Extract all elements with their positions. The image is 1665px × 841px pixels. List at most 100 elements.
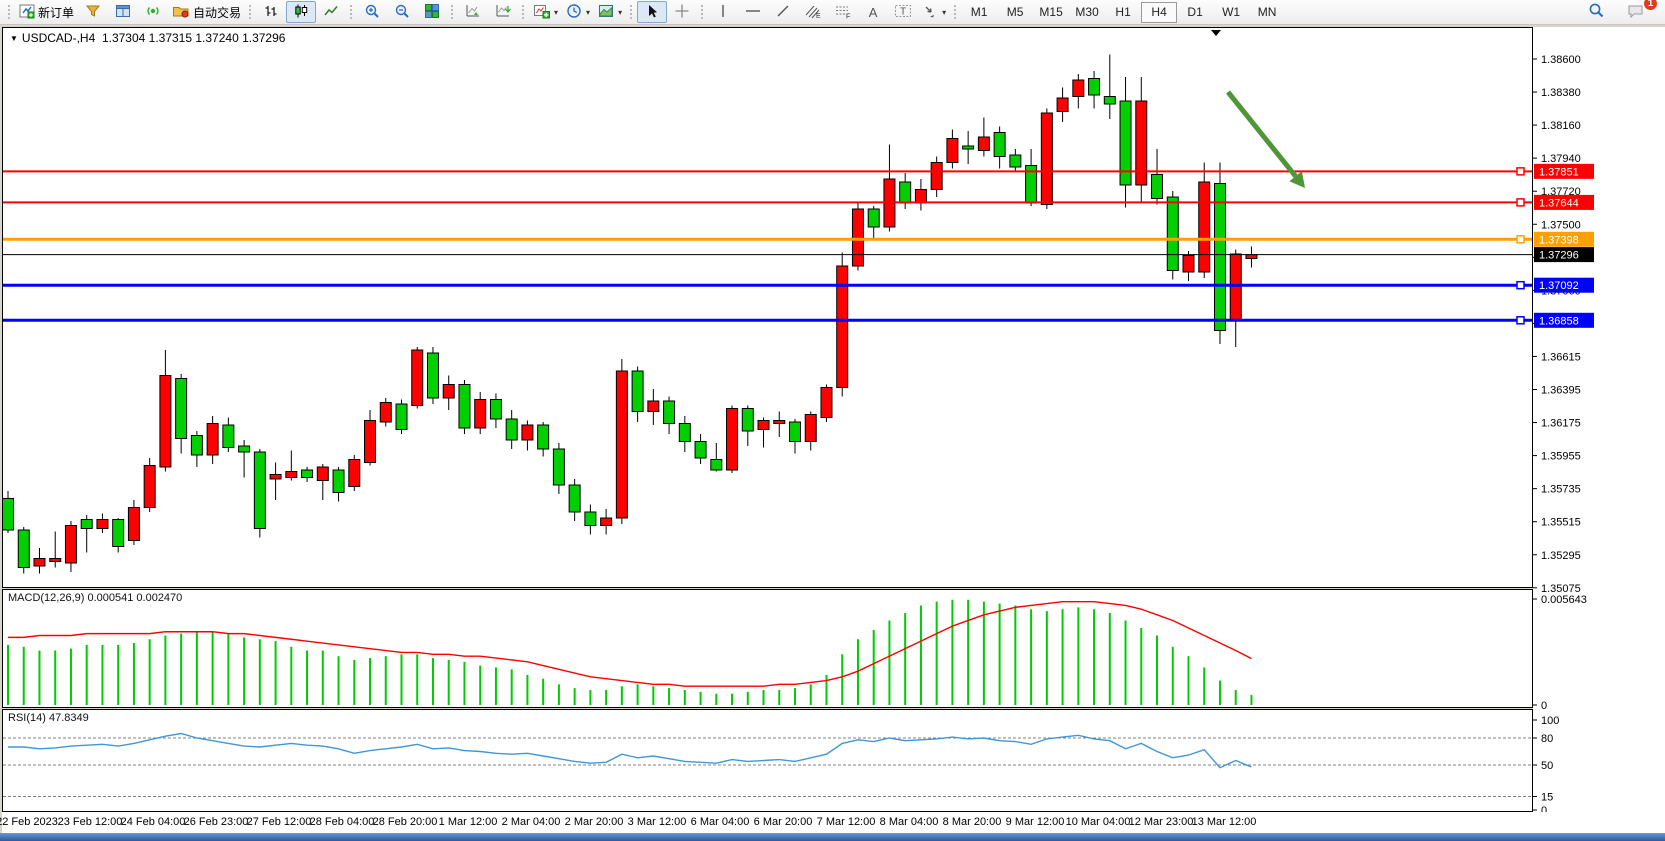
timeframe-m15[interactable]: M15 [1039,5,1063,19]
toolbar-grip [953,4,959,20]
line-chart-button[interactable] [316,1,346,23]
search-button[interactable] [1581,1,1611,23]
timeframe-mn[interactable]: MN [1257,5,1277,19]
candle-bull [96,519,109,529]
timeframe-m5[interactable]: M5 [1006,5,1024,19]
cursor-icon [644,3,660,22]
crosshair-button[interactable] [667,1,697,23]
candle-bull [143,465,156,508]
candle-bull [615,370,628,519]
macd-indicator-panel[interactable] [2,589,1533,708]
candle-bull [206,423,219,456]
level-line-handle[interactable] [1516,280,1525,290]
new-order-icon [19,3,35,22]
equidistant-channel-button[interactable]: E [798,1,828,23]
vertical-line-button[interactable] [708,1,738,23]
auto-scroll-button[interactable] [458,1,488,23]
trendline-button[interactable] [768,1,798,23]
chart-shift-marker[interactable] [1211,30,1221,36]
time-tick-label: 10 Mar 04:00 [1065,816,1131,828]
candle-bull [1072,79,1085,97]
symbol-dropdown-icon[interactable]: ▼ [10,34,18,43]
candlestick-chart-button[interactable] [286,1,317,23]
horizontal-levels[interactable] [3,167,1532,325]
price-axis[interactable]: 1.386001.383801.381601.379401.377201.375… [1533,27,1665,812]
arrow-shapes-button[interactable]: ▾ [918,1,950,23]
zoom-in-icon [364,3,380,22]
candle-bear [190,435,203,456]
time-tick-label: 1 Mar 12:00 [438,816,498,828]
candle-bull [757,420,770,430]
candle-bull [1040,112,1053,205]
candle-bear [426,352,439,399]
candle-bull [127,507,140,541]
macd-tick-label: 0 [1541,700,1547,712]
window-bottom-strip [0,833,1665,841]
price-tick-label: 1.35955 [1541,451,1581,463]
candle-bull [851,208,864,267]
level-line-handle[interactable] [1516,198,1525,207]
price-tick-label: 1.36175 [1541,418,1581,430]
zoom-out-button[interactable] [387,1,417,23]
time-tick-label: 28 Feb 20:00 [372,816,438,828]
zoom-out-icon [394,3,410,22]
level-price-flag [1534,277,1594,293]
rsi-tick-label: 50 [1541,760,1553,772]
tile-windows-button[interactable] [417,1,447,23]
auto-scroll-icon [465,3,481,22]
zoom-in-button[interactable] [357,1,387,23]
main-price-chart[interactable] [2,27,1533,588]
level-line-handle[interactable] [1516,235,1525,244]
chevron-down-icon: ▾ [618,7,623,17]
candle-bull [49,558,62,562]
chart-ohlc-values: 1.37304 1.37315 1.37240 1.37296 [101,31,286,45]
timeframe-d1[interactable]: D1 [1187,5,1203,19]
timeframe-m30[interactable]: M30 [1075,5,1099,19]
bar-chart-button[interactable] [256,1,286,23]
cursor-button[interactable] [637,1,668,23]
timeframe-h4[interactable]: H4 [1141,1,1178,23]
notifications-button[interactable]: 1 [1621,0,1657,23]
signal-button[interactable] [138,1,168,23]
horizontal-line-button[interactable] [738,1,768,23]
price-tick-label: 1.36615 [1541,351,1581,363]
period-clock-button[interactable]: ▾ [562,1,594,23]
annotation-arrow-head [1289,171,1305,188]
search-icon [1588,2,1605,22]
fibonacci-button[interactable]: F [828,1,858,23]
level-line-handle[interactable] [1516,316,1525,325]
level-price-flag-label: 1.37296 [1539,250,1579,262]
text-button[interactable]: A [858,1,888,23]
time-axis[interactable]: 22 Feb 2023 23 Feb 12:00 24 Feb 04:00 26 Fe… [0,812,1665,833]
candle-bear [584,511,597,526]
market-watch-button[interactable] [108,1,138,23]
text-label-button[interactable]: T [888,1,918,23]
candle-bull [159,375,172,468]
new-order-button[interactable]: 新订单 [15,1,78,23]
text-icon: A [868,4,878,20]
add-indicator-button[interactable]: ▾ [529,1,562,23]
macd-signal-line [8,600,1252,687]
fibonacci-icon: F [834,3,852,22]
toolbar-group-scroll [447,1,518,23]
candle-bear [238,445,251,453]
chevron-down-icon: ▾ [554,7,559,17]
chart-shift-button[interactable] [488,1,518,23]
level-price-flag [1534,231,1594,247]
toolbar-grip [521,4,527,20]
template-button[interactable]: ▾ [594,1,626,23]
candle-bear [710,459,723,471]
candle-bear [2,498,14,531]
candle-bear [253,451,266,529]
timeframe-w1[interactable]: W1 [1222,5,1241,19]
autotrading-button[interactable]: 自动交易 [168,1,245,23]
rsi-indicator-panel[interactable] [2,709,1533,812]
timeframe-h1[interactable]: H1 [1115,5,1131,19]
level-line-handle[interactable] [1516,167,1525,176]
funnel-button[interactable] [78,1,108,23]
annotation-arrow[interactable] [1226,90,1298,178]
market-watch-icon [115,3,131,22]
timeframe-m1[interactable]: M1 [970,5,988,19]
top-toolbar: 新订单 自动交易 [0,0,1665,25]
bar-chart-icon [263,3,279,22]
